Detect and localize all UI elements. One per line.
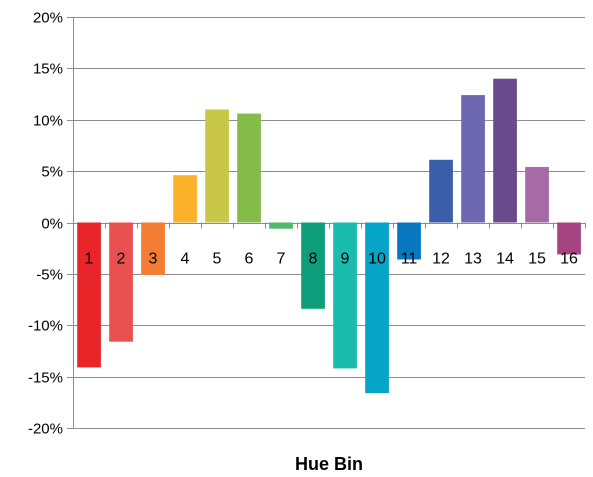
x-tick-label: 11 [401, 251, 418, 268]
y-tick-label: 5% [41, 164, 63, 181]
x-tick-label: 9 [341, 251, 350, 268]
x-tick-label: 1 [85, 251, 94, 268]
y-tick-label: -5% [36, 267, 63, 284]
y-tick-label: -20% [28, 421, 63, 438]
bars [77, 78, 581, 394]
bar-2 [109, 222, 133, 342]
x-tick-label: 3 [149, 251, 158, 268]
x-axis-ticks: 1 2 3 4 5 6 7 8 9 10 11 12 13 14 15 16 [85, 251, 578, 268]
y-tick-label: 0% [41, 216, 63, 233]
y-axis-ticks: 20% 15% 10% 5% 0% -5% -10% -15% -20% [28, 10, 63, 438]
bar-11 [397, 222, 421, 260]
bar-14 [493, 78, 517, 223]
x-tick-label: 8 [309, 251, 318, 268]
x-tick-label: 15 [528, 251, 546, 268]
x-tick-label: 5 [213, 251, 222, 268]
bar-9 [333, 222, 357, 369]
bar-8 [301, 222, 325, 309]
bar-12 [429, 159, 453, 223]
bar-5 [205, 109, 229, 223]
bar-1 [77, 222, 101, 368]
x-tick-label: 10 [368, 251, 386, 268]
x-tick-label: 14 [496, 251, 514, 268]
bar-3 [141, 222, 165, 275]
x-tick-label: 6 [245, 251, 254, 268]
x-tick-label: 12 [432, 251, 450, 268]
bar-10 [365, 222, 389, 394]
bar-6 [237, 113, 261, 223]
bar-16 [557, 222, 581, 255]
y-tick-label: -15% [28, 370, 63, 387]
y-tick-label: 10% [33, 113, 63, 130]
y-tick-label: -10% [28, 318, 63, 335]
y-tick-label: 15% [33, 61, 63, 78]
x-tick-label: 4 [181, 251, 190, 268]
x-tick-label: 16 [560, 251, 578, 268]
bar-13 [461, 95, 485, 223]
x-tick-label: 13 [464, 251, 482, 268]
bar-15 [525, 167, 549, 223]
x-tick-label: 7 [277, 251, 286, 268]
bar-7 [269, 222, 293, 229]
bar-4 [173, 175, 197, 223]
x-tick-label: 2 [117, 251, 126, 268]
x-axis-label: Hue Bin [295, 454, 363, 474]
y-tick-label: 20% [33, 10, 63, 27]
